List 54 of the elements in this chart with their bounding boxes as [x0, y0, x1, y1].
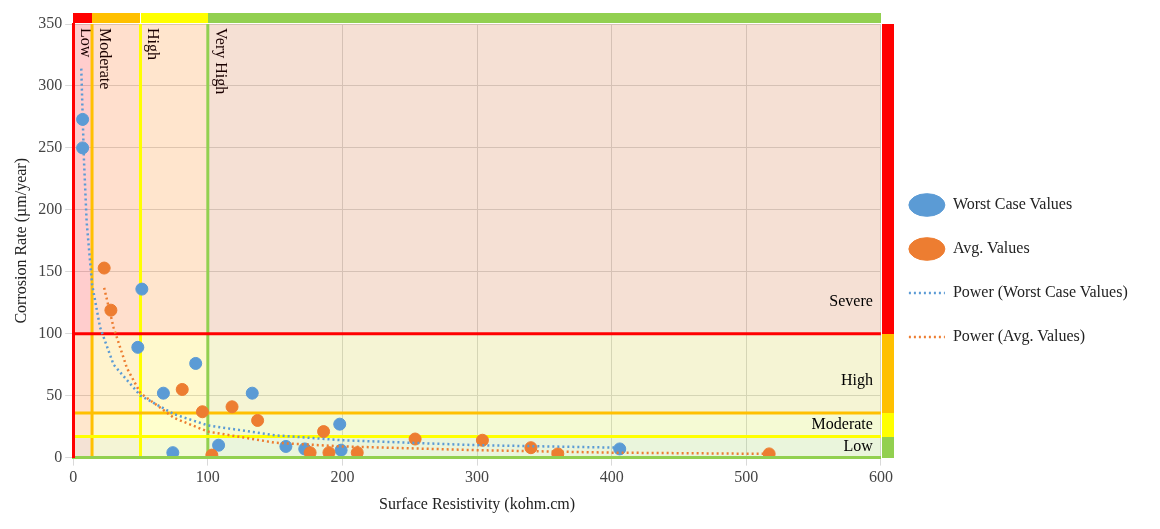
x-tick-label: 100 [195, 468, 220, 486]
point [245, 386, 259, 400]
point [166, 446, 180, 458]
x-tick-label: 0 [69, 468, 78, 486]
point [135, 282, 149, 296]
point [303, 446, 317, 458]
point [350, 446, 364, 458]
point [156, 386, 170, 400]
x-tick-label: 500 [734, 468, 759, 486]
band-label: Severe [829, 291, 873, 309]
point [225, 400, 239, 414]
band-label: Low [843, 437, 874, 455]
y-tick-label: 50 [46, 385, 63, 403]
y-tick-label: 0 [54, 447, 63, 465]
band-label: High [840, 371, 873, 390]
point [76, 141, 90, 155]
legend-label: Power (Worst Case Values) [952, 283, 1128, 302]
band-label: Very High [211, 28, 230, 95]
point [475, 433, 489, 447]
band-label: Moderate [96, 28, 114, 90]
point [322, 446, 336, 458]
y-tick-label: 250 [38, 138, 63, 156]
point [131, 340, 145, 354]
point [175, 382, 189, 396]
legend-label: Avg. Values [952, 239, 1030, 258]
point [212, 438, 226, 452]
band-label: Low [78, 28, 95, 58]
y-tick-label: 150 [38, 261, 63, 279]
y-tick-label: 200 [38, 200, 63, 218]
point [334, 443, 348, 457]
x-tick-label: 400 [599, 468, 624, 486]
y-tick-label: 350 [38, 14, 63, 32]
point [76, 112, 90, 126]
point [333, 417, 347, 431]
point [408, 432, 422, 446]
point [97, 261, 111, 275]
x-tick-label: 200 [330, 468, 355, 486]
y-tick-label: 100 [38, 323, 63, 341]
point [317, 425, 331, 439]
y-tick-label: 300 [38, 76, 63, 94]
point [251, 413, 265, 427]
legend-label: Worst Case Values [952, 195, 1073, 213]
point [524, 441, 538, 455]
point [195, 405, 209, 419]
x-axis-title: Surface Resistivity (kohm.cm) [379, 494, 576, 513]
point [104, 303, 118, 317]
x-tick-label: 600 [868, 468, 893, 486]
x-tick-label: 300 [465, 468, 490, 486]
band-label: Moderate [811, 414, 873, 432]
y-axis-title: Corrosion Rate (µm/year) [11, 157, 30, 324]
band-label: High [144, 28, 163, 60]
point [189, 356, 203, 370]
legend-label: Power (Avg. Values) [952, 327, 1086, 346]
point [279, 439, 293, 453]
